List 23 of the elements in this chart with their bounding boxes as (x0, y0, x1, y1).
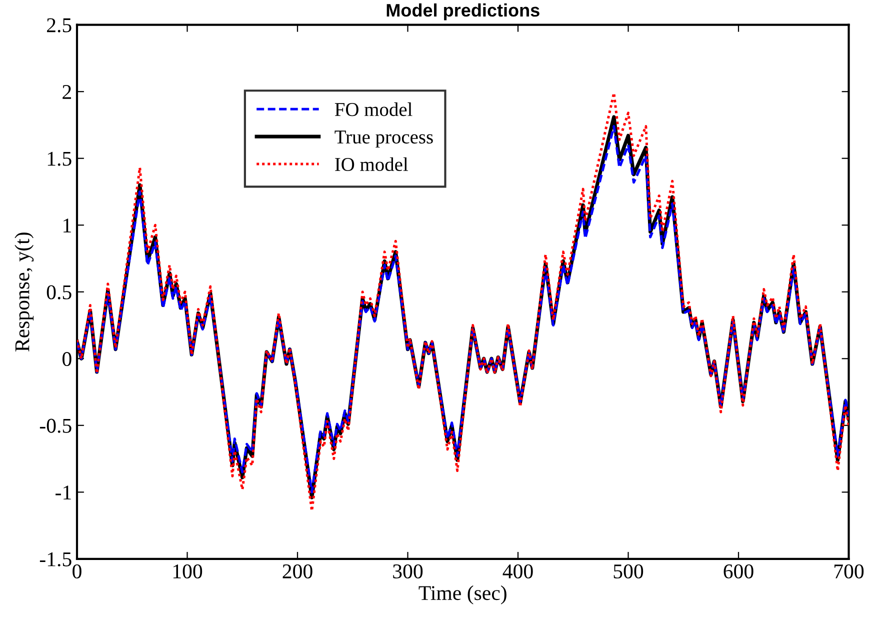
y-tick-label: -1 (56, 486, 71, 500)
legend-label: True process (334, 130, 433, 148)
x-tick-label: 200 (282, 564, 312, 578)
y-tick-label: 0 (62, 352, 72, 366)
y-tick-label: 1 (64, 218, 71, 232)
legend-label: IO model (335, 157, 408, 172)
x-tick-label: 700 (834, 564, 864, 578)
x-axis-title: Time (sec) (418, 585, 506, 604)
x-tick-label: 400 (502, 564, 533, 578)
y-tick-label: 2 (62, 85, 71, 99)
x-tick-label: 600 (724, 564, 754, 578)
y-tick-label: -1.5 (40, 552, 72, 566)
y-tick-label: 0.5 (46, 285, 72, 300)
chart-title: Model predictions (386, 3, 540, 20)
legend-label: FO model (334, 102, 412, 116)
y-tick-label: 1.5 (48, 152, 72, 166)
x-tick-label: 100 (173, 564, 202, 578)
x-tick-label: 300 (393, 564, 423, 578)
x-tick-label: 0 (72, 564, 82, 578)
y-tick-label: 2.5 (47, 18, 72, 32)
y-axis-title: Response, y(t) (14, 232, 34, 352)
x-tick-label: 500 (614, 564, 644, 578)
y-tick-label: -0.5 (40, 418, 72, 433)
